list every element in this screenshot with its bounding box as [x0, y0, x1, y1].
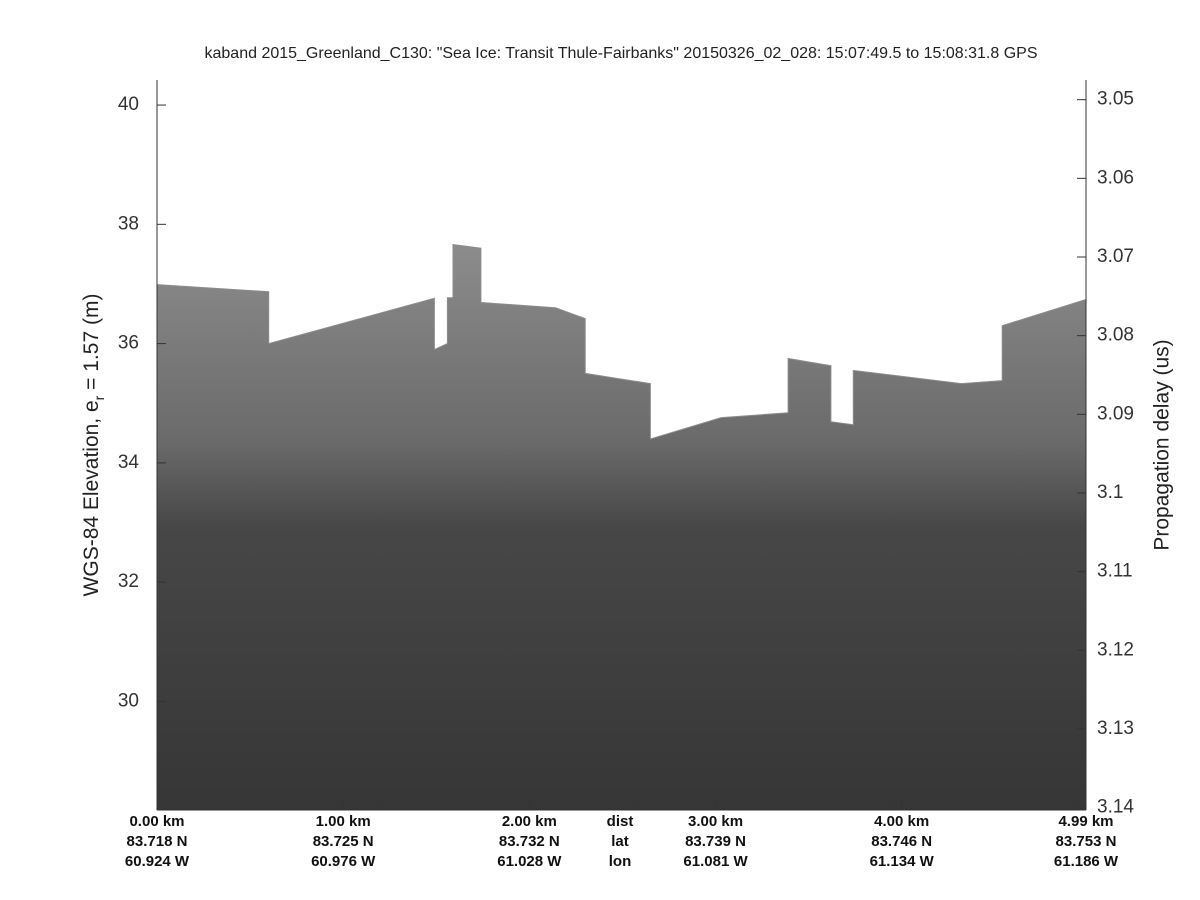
lon-label: 61.186 W	[1054, 853, 1119, 870]
lat-label: 83.732 N	[499, 833, 560, 850]
lat-label: 83.753 N	[1056, 833, 1117, 850]
lon-label: 60.924 W	[125, 853, 190, 870]
lat-label: 83.746 N	[871, 833, 932, 850]
y-label-sub: r	[91, 395, 107, 400]
y-label-main: WGS-84 Elevation, e	[80, 400, 103, 596]
lon-label: 61.081 W	[683, 853, 748, 870]
y2-axis-label: Propagation delay (us)	[1151, 339, 1174, 550]
lon-label: 61.134 W	[870, 853, 935, 870]
y2-tick-label: 3.09	[1097, 403, 1134, 424]
y2-tick-label: 3.12	[1097, 639, 1134, 660]
lat-label: 83.725 N	[313, 833, 374, 850]
y-tick-label: 34	[118, 452, 140, 473]
y-label-rest: = 1.57 (m)	[80, 294, 103, 396]
y-tick-label: 38	[118, 213, 139, 234]
x-tick-label: 3.00 km	[688, 813, 743, 830]
row-label: lon	[609, 853, 632, 870]
y2-tick-label: 3.14	[1097, 797, 1134, 818]
lon-label: 61.028 W	[497, 853, 562, 870]
y-tick-label: 36	[118, 333, 139, 354]
y2-tick-label: 3.1	[1097, 482, 1123, 503]
y-tick-label: 32	[118, 571, 139, 592]
row-label: lat	[611, 833, 629, 850]
lat-label: 83.718 N	[127, 833, 188, 850]
lon-label: 60.976 W	[311, 853, 376, 870]
x-tick-label: 4.00 km	[874, 813, 929, 830]
y-tick-label: 40	[118, 94, 139, 115]
y2-tick-label: 3.13	[1097, 718, 1134, 739]
y2-tick-label: 3.05	[1097, 89, 1134, 110]
surface-line	[156, 244, 1087, 440]
y2-tick-label: 3.07	[1097, 246, 1134, 267]
row-label: dist	[607, 813, 634, 830]
y2-tick-label: 3.08	[1097, 325, 1134, 346]
y-tick-label: 30	[118, 690, 139, 711]
x-tick-label: 2.00 km	[502, 813, 557, 830]
lat-label: 83.739 N	[685, 833, 746, 850]
chart-title: kaband 2015_Greenland_C130: "Sea Ice: Tr…	[205, 45, 1038, 62]
echogram-area	[157, 244, 1086, 811]
x-tick-label: 0.00 km	[129, 813, 184, 830]
x-tick-label: 1.00 km	[316, 813, 371, 830]
y-axis-label: WGS-84 Elevation, er = 1.57 (m)	[80, 294, 107, 597]
y2-tick-label: 3.06	[1097, 167, 1134, 188]
y2-tick-label: 3.11	[1097, 561, 1133, 582]
x-tick-label: 4.99 km	[1058, 813, 1113, 830]
